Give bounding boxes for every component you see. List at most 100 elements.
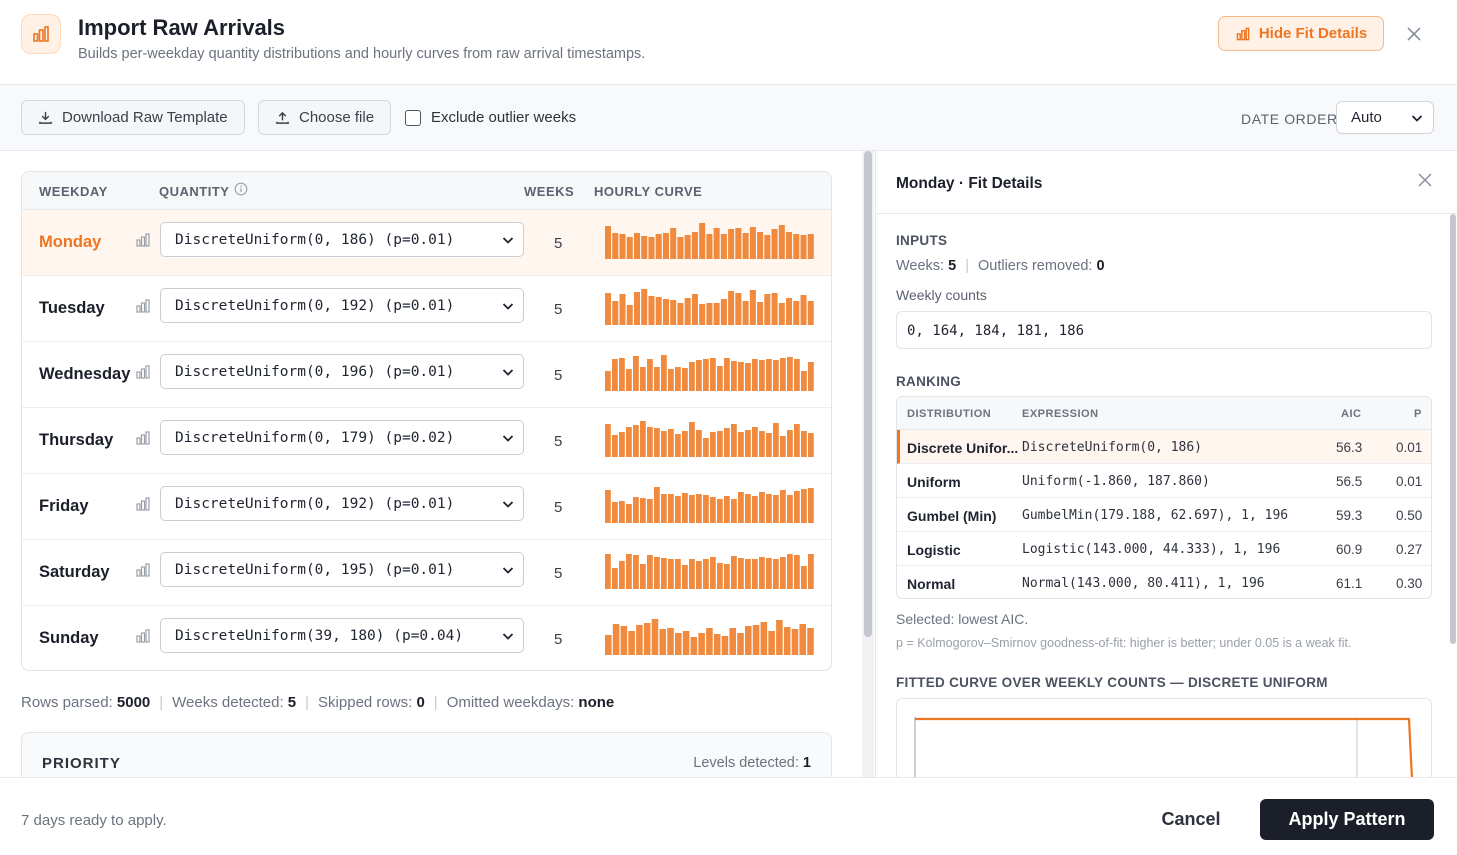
weekday-row-tuesday[interactable]: Tuesday DiscreteUniform(0, 192) (p=0.01) 5	[22, 276, 831, 342]
hourly-bar	[724, 358, 730, 391]
outliers-removed-label: Outliers removed:	[977, 258, 1093, 274]
hourly-bar	[786, 232, 793, 259]
ranking-p: 0.01	[1396, 440, 1423, 455]
hourly-bar	[717, 366, 723, 391]
hourly-bar	[626, 369, 632, 391]
hourly-bar	[773, 495, 779, 523]
weekday-panel: WEEKDAY QUANTITY WEEKS HOURLY CURVE Mond…	[0, 151, 860, 777]
hourly-bar	[745, 626, 752, 655]
bar-chart-icon[interactable]	[135, 364, 151, 380]
bar-chart-icon[interactable]	[135, 430, 151, 446]
hourly-bar	[745, 494, 751, 523]
hourly-bar	[689, 495, 695, 523]
weeks-count: 5	[554, 367, 563, 384]
left-scrollbar[interactable]	[862, 151, 874, 777]
col-aic: AIC	[1341, 408, 1362, 420]
quantity-distribution-value: DiscreteUniform(39, 180) (p=0.04)	[175, 627, 464, 644]
hourly-bar	[793, 234, 800, 259]
apply-pattern-button[interactable]: Apply Pattern	[1260, 799, 1434, 840]
quantity-distribution-value: DiscreteUniform(0, 192) (p=0.01)	[175, 495, 455, 512]
hourly-bar	[655, 297, 662, 325]
fitted-curve-chart	[896, 698, 1432, 777]
weekday-row-friday[interactable]: Friday DiscreteUniform(0, 192) (p=0.01) 5	[22, 474, 831, 540]
hourly-bar	[787, 430, 793, 457]
quantity-distribution-select[interactable]: DiscreteUniform(0, 196) (p=0.01)	[160, 354, 524, 389]
quantity-distribution-select[interactable]: DiscreteUniform(0, 192) (p=0.01)	[160, 288, 524, 323]
choose-file-button[interactable]: Choose file	[258, 100, 392, 135]
weekday-row-sunday[interactable]: Sunday DiscreteUniform(39, 180) (p=0.04) 5	[22, 606, 831, 670]
hourly-bar	[670, 300, 677, 325]
dialog-footer: 7 days ready to apply. Cancel Apply Patt…	[0, 777, 1457, 855]
weekday-row-wednesday[interactable]: Wednesday DiscreteUniform(0, 196) (p=0.01…	[22, 342, 831, 408]
weekday-row-thursday[interactable]: Thursday DiscreteUniform(0, 179) (p=0.02)…	[22, 408, 831, 474]
ranking-table-header: DISTRIBUTION EXPRESSION AIC P	[897, 397, 1431, 430]
date-order-select[interactable]: Auto	[1336, 101, 1434, 134]
import-toolbar: Download Raw Template Choose file Exclud…	[0, 85, 1457, 151]
fit-details-header: Monday · Fit Details	[876, 151, 1457, 214]
quantity-distribution-select[interactable]: DiscreteUniform(0, 195) (p=0.01)	[160, 552, 524, 587]
close-icon[interactable]	[1400, 20, 1428, 48]
skipped-rows-value: 0	[416, 694, 425, 711]
ranking-row[interactable]: Uniform Uniform(-1.860, 187.860) 56.5 0.01	[897, 464, 1431, 498]
hourly-bar	[780, 358, 786, 391]
hide-fit-details-button[interactable]: Hide Fit Details	[1218, 16, 1384, 51]
hourly-bar	[675, 496, 681, 523]
close-icon[interactable]	[1418, 173, 1438, 193]
fd-weeks-label: Weeks:	[896, 258, 945, 274]
weekly-counts-field[interactable]: 0, 164, 184, 181, 186	[896, 311, 1432, 349]
left-scrollbar-thumb[interactable]	[864, 151, 872, 637]
ranking-row[interactable]: Normal Normal(143.000, 80.411), 1, 196 61.…	[897, 566, 1431, 598]
hourly-bar	[778, 303, 785, 325]
fd-weeks-value: 5	[948, 258, 957, 274]
hourly-bar	[752, 427, 758, 457]
hourly-bar	[735, 228, 742, 259]
hourly-bar	[759, 557, 765, 589]
hourly-bar	[778, 225, 785, 259]
hourly-bar	[724, 564, 730, 589]
hourly-bar	[696, 561, 702, 589]
hourly-bar	[759, 492, 765, 523]
weeks-count: 5	[554, 301, 563, 318]
weekday-name: Thursday	[39, 431, 114, 449]
right-scrollbar-thumb[interactable]	[1450, 214, 1456, 644]
ranking-row[interactable]: Logistic Logistic(143.000, 44.333), 1, 19…	[897, 532, 1431, 566]
bar-chart-icon[interactable]	[135, 298, 151, 314]
ranking-row[interactable]: Gumbel (Min) GumbelMin(179.188, 62.697), …	[897, 498, 1431, 532]
upload-icon	[276, 111, 289, 124]
right-scrollbar[interactable]	[1449, 214, 1457, 777]
bar-chart-icon[interactable]	[135, 232, 151, 248]
ranking-distribution: Logistic	[907, 542, 961, 558]
hourly-bar	[735, 293, 742, 325]
bar-chart-icon[interactable]	[135, 562, 151, 578]
hourly-bar	[808, 433, 814, 457]
download-raw-template-button[interactable]: Download Raw Template	[21, 100, 245, 135]
ranking-row[interactable]: Discrete Unifor... DiscreteUniform(0, 186…	[897, 430, 1431, 464]
exclude-outlier-weeks-toggle[interactable]: Exclude outlier weeks	[405, 109, 576, 126]
weekday-row-saturday[interactable]: Saturday DiscreteUniform(0, 195) (p=0.01)…	[22, 540, 831, 606]
hourly-bar	[699, 304, 706, 325]
weekday-name: Wednesday	[39, 365, 131, 383]
quantity-distribution-select[interactable]: DiscreteUniform(0, 186) (p=0.01)	[160, 222, 524, 257]
quantity-distribution-select[interactable]: DiscreteUniform(39, 180) (p=0.04)	[160, 618, 524, 653]
quantity-distribution-select[interactable]: DiscreteUniform(0, 192) (p=0.01)	[160, 486, 524, 521]
hourly-bar	[612, 624, 620, 655]
quantity-distribution-select[interactable]: DiscreteUniform(0, 179) (p=0.02)	[160, 420, 524, 455]
info-icon[interactable]	[234, 182, 248, 199]
weekday-row-monday[interactable]: Monday DiscreteUniform(0, 186) (p=0.01) 5	[22, 210, 831, 276]
cancel-button[interactable]: Cancel	[1161, 808, 1221, 829]
footer-status: 7 days ready to apply.	[21, 812, 167, 829]
hourly-bar	[668, 429, 674, 457]
hourly-bar	[780, 436, 786, 457]
hourly-bar	[737, 633, 744, 655]
hourly-bar	[633, 233, 641, 259]
hourly-bar	[801, 489, 807, 523]
hourly-bar	[801, 431, 807, 457]
hourly-bar	[648, 296, 655, 325]
bar-chart-icon[interactable]	[135, 496, 151, 512]
hourly-bar	[655, 234, 662, 259]
hourly-bar	[696, 430, 702, 457]
exclude-outlier-weeks-checkbox[interactable]	[405, 109, 421, 126]
bar-chart-icon[interactable]	[135, 628, 151, 644]
hourly-bar	[773, 559, 779, 589]
hourly-bar	[619, 234, 626, 259]
